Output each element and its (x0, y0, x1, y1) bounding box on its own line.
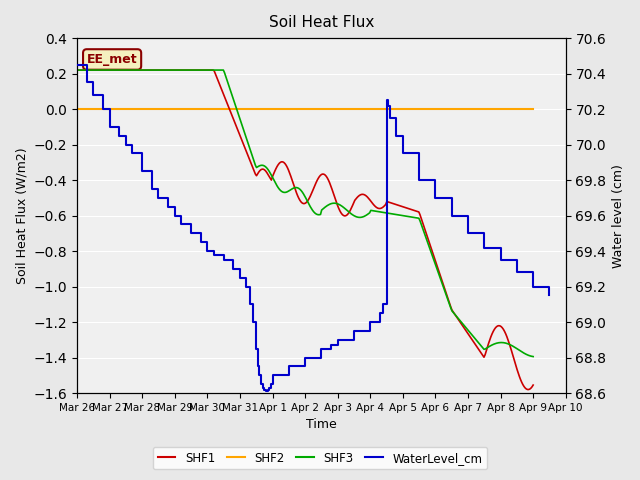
Y-axis label: Water level (cm): Water level (cm) (612, 164, 625, 267)
X-axis label: Time: Time (306, 419, 337, 432)
Legend: SHF1, SHF2, SHF3, WaterLevel_cm: SHF1, SHF2, SHF3, WaterLevel_cm (153, 447, 487, 469)
Y-axis label: Soil Heat Flux (W/m2): Soil Heat Flux (W/m2) (15, 147, 28, 284)
Title: Soil Heat Flux: Soil Heat Flux (269, 15, 374, 30)
Text: EE_met: EE_met (87, 53, 138, 66)
